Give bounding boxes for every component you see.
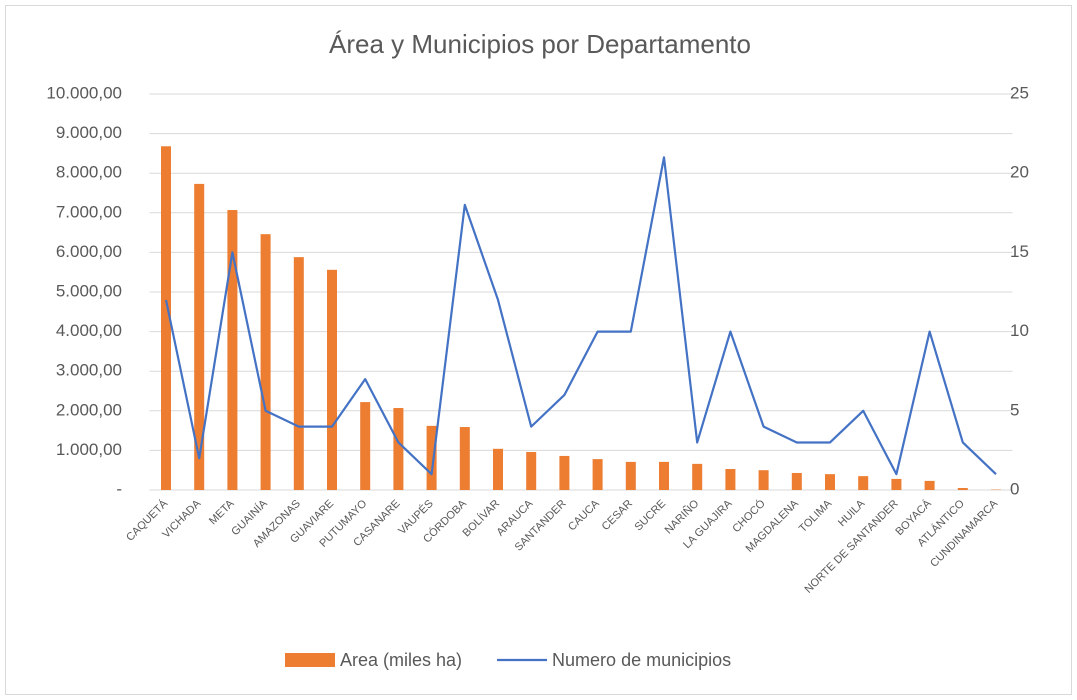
bar [659, 461, 669, 490]
y-tick-label: 9.000,00 [56, 123, 122, 142]
bar [957, 488, 968, 490]
bar [227, 210, 238, 490]
y-tick-label: 3.000,00 [56, 361, 122, 380]
y-tick-label: - [116, 479, 122, 498]
bar [493, 448, 503, 490]
y2-tick-label: 10 [1010, 321, 1029, 340]
bar [924, 480, 935, 490]
bar [559, 455, 570, 490]
bar [293, 257, 304, 490]
bar [393, 408, 404, 490]
legend-label: Area (miles ha) [340, 650, 462, 670]
bar [327, 269, 337, 490]
y-tick-label: 4.000,00 [56, 321, 122, 340]
y2-tick-label: 25 [1010, 83, 1029, 102]
bar [891, 478, 902, 490]
y2-tick-label: 20 [1010, 163, 1029, 182]
y-tick-label: 1.000,00 [56, 440, 122, 459]
y2-tick-label: 15 [1010, 242, 1029, 261]
bar [625, 461, 636, 490]
bar [260, 234, 271, 490]
y-tick-label: 10.000,00 [46, 83, 122, 102]
bar [194, 183, 205, 490]
bar [459, 427, 470, 490]
chart-frame [5, 5, 1072, 695]
bar [825, 474, 835, 490]
bar [526, 451, 537, 490]
y-tick-label: 8.000,00 [56, 163, 122, 182]
line [164, 156, 997, 476]
bar [791, 472, 802, 490]
y2-tick-label: 5 [1010, 400, 1019, 419]
chart-title: Área y Municipios por Departamento [329, 29, 751, 59]
bar [426, 425, 437, 490]
y-tick-label: 7.000,00 [56, 202, 122, 221]
bar [692, 463, 703, 490]
bar [725, 469, 736, 490]
legend-swatch [285, 653, 335, 667]
bar [592, 459, 603, 490]
legend-label: Numero de municipios [552, 650, 731, 670]
bar [758, 470, 769, 490]
y-tick-label: 5.000,00 [56, 281, 122, 300]
bar [858, 476, 869, 490]
y-tick-label: 6.000,00 [56, 242, 122, 261]
bar [360, 402, 371, 490]
y-tick-label: 2.000,00 [56, 400, 122, 419]
bar [161, 146, 171, 490]
y2-tick-label: 0 [1010, 479, 1019, 498]
